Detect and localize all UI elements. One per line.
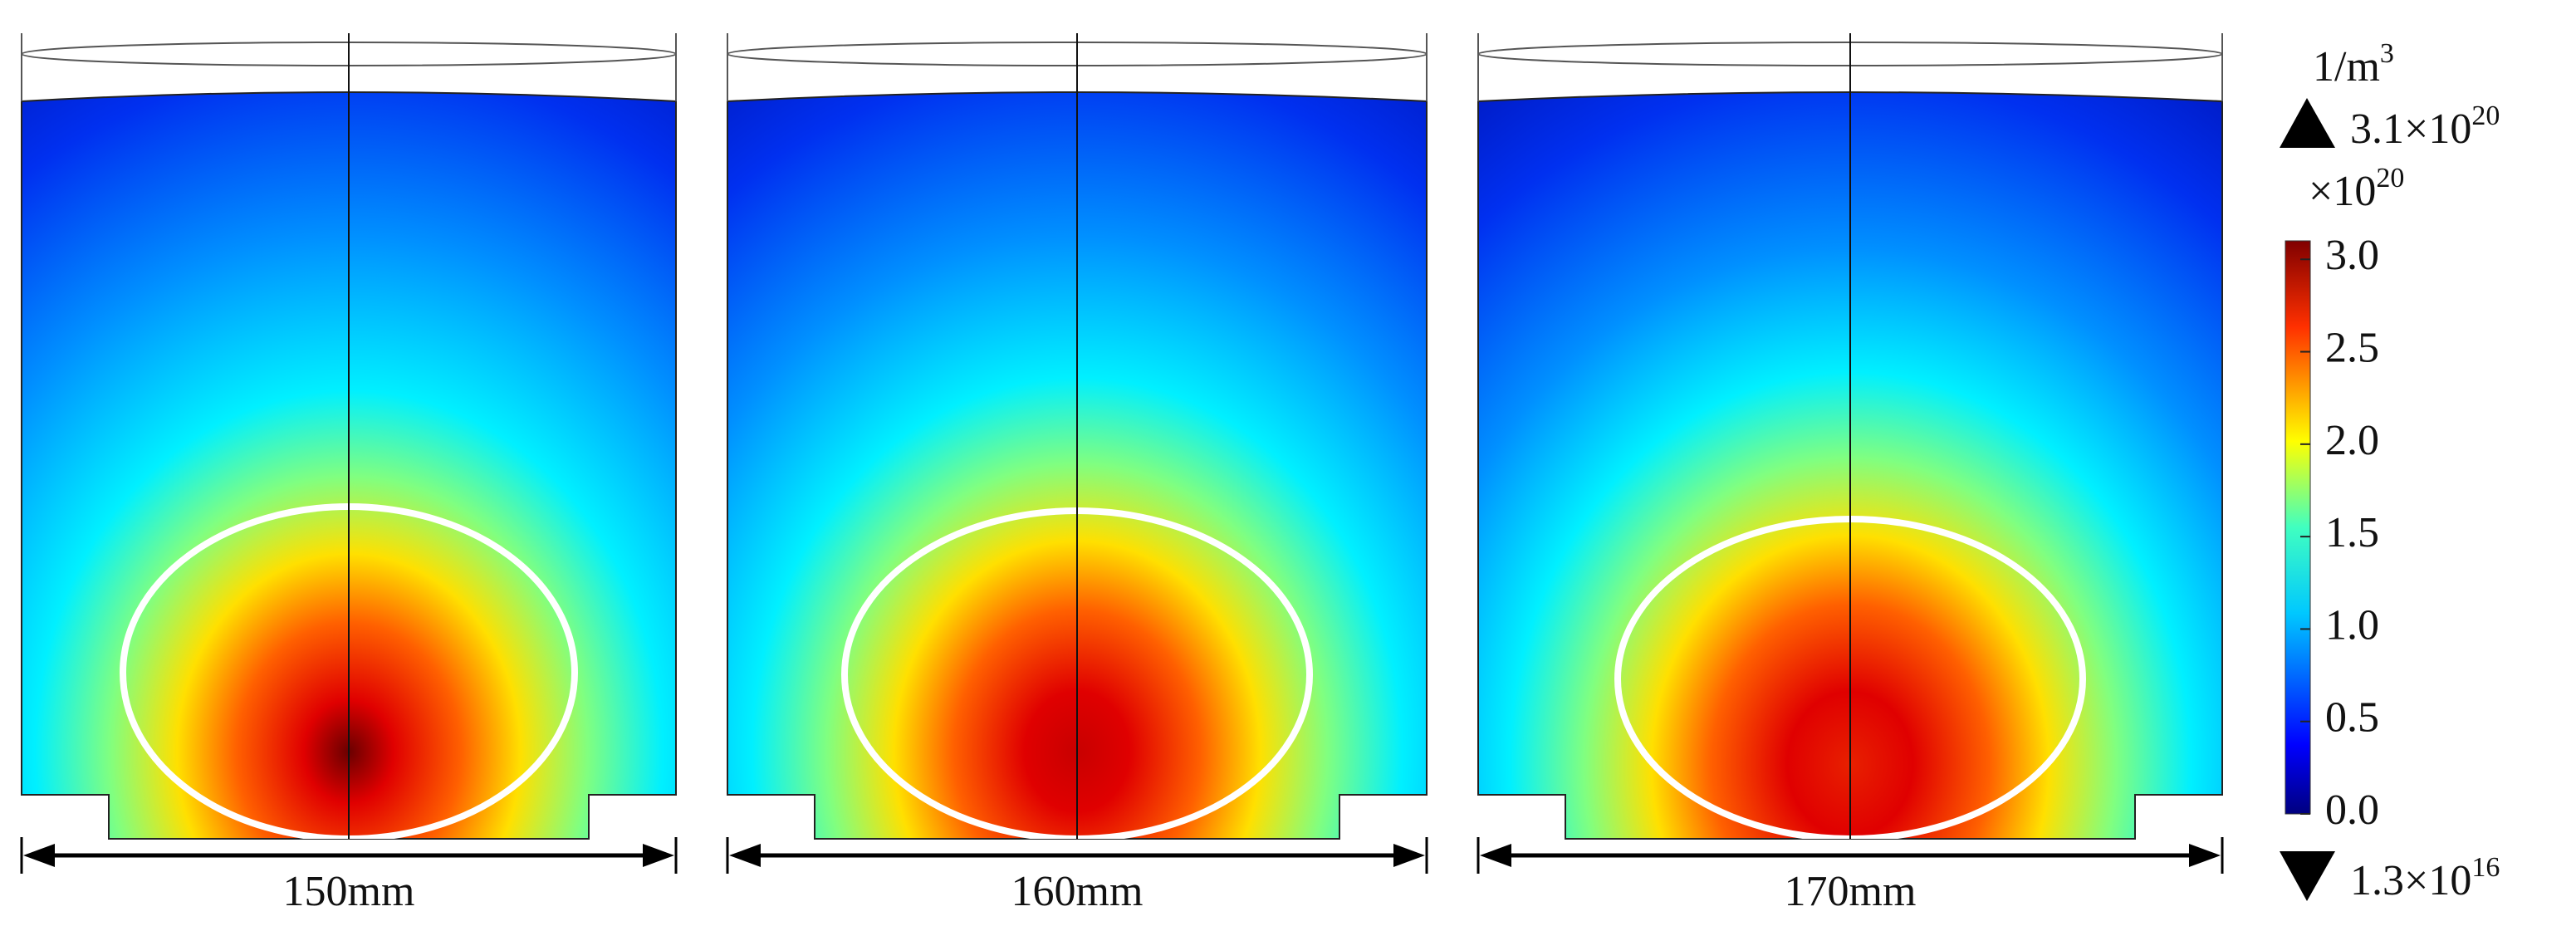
unit-label: 1/m3 <box>2313 38 2394 91</box>
max-exp: 20 <box>2471 100 2500 131</box>
arrow-head <box>1480 844 1511 867</box>
unit-exp: 3 <box>2380 38 2394 69</box>
arrow-head <box>23 844 55 867</box>
panel: 170mm <box>1477 33 2224 915</box>
min-label: 1.3×1016 <box>2350 852 2500 904</box>
max-label: 3.1×1020 <box>2350 100 2500 153</box>
colorbar-tick-label: 1.5 <box>2325 509 2379 556</box>
min-value: 1.3×10 <box>2350 857 2471 904</box>
chamber-outline <box>1477 91 2223 840</box>
max-marker <box>2280 98 2335 148</box>
arrow-head <box>2189 844 2221 867</box>
max-value: 3.1×10 <box>2350 105 2471 153</box>
arrow-head <box>643 844 674 867</box>
chamber-outline <box>21 91 677 840</box>
chamber-outline <box>727 91 1428 840</box>
colorbar-tick-label: 2.5 <box>2325 324 2379 371</box>
multiplier-exp: 20 <box>2376 163 2404 194</box>
colorbar-tick-label: 0.5 <box>2325 694 2379 742</box>
panel-label: 170mm <box>1785 868 1917 915</box>
panel: 150mm <box>20 33 678 915</box>
min-exp: 16 <box>2471 852 2500 883</box>
panel-label: 150mm <box>283 868 415 915</box>
colorbar-tick-label: 1.0 <box>2325 601 2379 649</box>
panel: 160mm <box>726 33 1428 915</box>
colorbar-tick-label: 0.0 <box>2325 786 2379 834</box>
arrow-head <box>1393 844 1425 867</box>
colorbar-tick-label: 3.0 <box>2325 232 2379 279</box>
colorbar-tick-label: 2.0 <box>2325 417 2379 464</box>
multiplier: ×10 <box>2309 168 2376 215</box>
multiplier-label: ×1020 <box>2309 163 2404 215</box>
min-marker <box>2280 851 2335 901</box>
panel-label: 160mm <box>1011 868 1144 915</box>
arrow-head <box>729 844 761 867</box>
unit: 1/m <box>2313 43 2380 91</box>
colorbar <box>2285 240 2311 815</box>
